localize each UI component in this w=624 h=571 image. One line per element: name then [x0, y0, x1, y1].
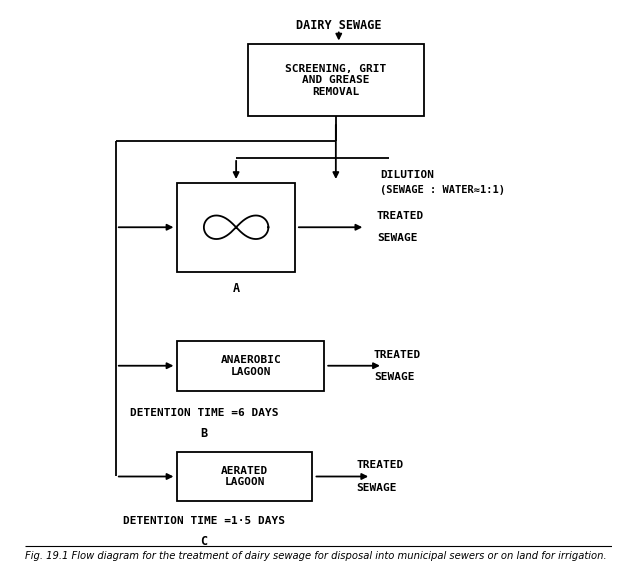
Text: SEWAGE: SEWAGE: [377, 234, 417, 243]
Text: SEWAGE: SEWAGE: [374, 372, 414, 382]
Text: SCREENING, GRIT
AND GREASE
REMOVAL: SCREENING, GRIT AND GREASE REMOVAL: [285, 64, 386, 97]
Text: AERATED
LAGOON: AERATED LAGOON: [222, 466, 268, 487]
Text: A: A: [233, 282, 240, 295]
Text: B: B: [200, 427, 207, 440]
Text: C: C: [200, 536, 207, 548]
Text: SEWAGE: SEWAGE: [356, 482, 397, 493]
Text: TREATED: TREATED: [356, 460, 404, 471]
Text: DILUTION: DILUTION: [380, 170, 434, 180]
Text: TREATED: TREATED: [374, 349, 421, 360]
Bar: [248, 45, 424, 116]
Text: Fig. 19.1 Flow diagram for the treatment of dairy sewage for disposal into munic: Fig. 19.1 Flow diagram for the treatment…: [25, 551, 607, 561]
Text: DETENTION TIME =6 DAYS: DETENTION TIME =6 DAYS: [130, 408, 278, 418]
Text: DETENTION TIME =1·5 DAYS: DETENTION TIME =1·5 DAYS: [123, 516, 285, 526]
Text: ANAEROBIC
LAGOON: ANAEROBIC LAGOON: [220, 355, 281, 376]
Bar: [177, 341, 324, 391]
Bar: [177, 452, 313, 501]
Text: TREATED: TREATED: [377, 211, 424, 221]
Bar: [177, 183, 295, 272]
Text: (SEWAGE : WATER≈1:1): (SEWAGE : WATER≈1:1): [380, 184, 505, 195]
Text: DAIRY SEWAGE: DAIRY SEWAGE: [296, 19, 381, 31]
